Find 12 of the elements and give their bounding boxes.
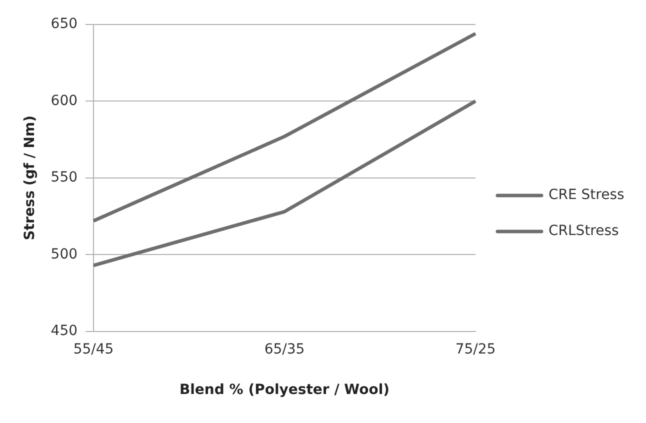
legend-label: CRLStress [548, 223, 619, 240]
x-axis-title: Blend % (Polyester / Wool) [179, 382, 390, 398]
x-tick-label: 65/35 [264, 341, 305, 358]
y-tick-label: 450 [50, 323, 78, 340]
y-tick-label: 650 [50, 16, 78, 32]
x-tick-label: 55/45 [73, 341, 114, 358]
legend-label: CRE Stress [548, 187, 624, 204]
x-tick-label: 75/25 [455, 341, 496, 358]
y-tick-label: 500 [50, 246, 78, 262]
y-axis-title: Stress (gf / Nm) [22, 116, 38, 240]
y-tick-label: 550 [50, 170, 78, 186]
y-tick-label: 600 [50, 92, 78, 109]
